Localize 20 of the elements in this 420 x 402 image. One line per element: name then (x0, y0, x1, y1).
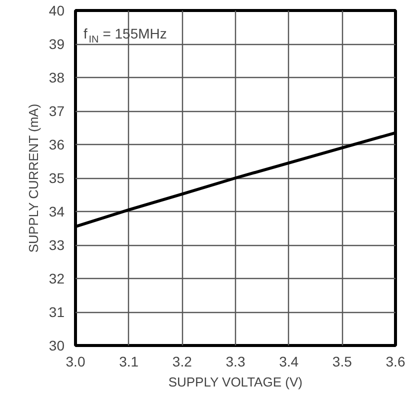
y-tick-label: 37 (48, 103, 65, 119)
y-tick-label: 33 (48, 237, 65, 253)
y-tick-label: 36 (48, 136, 65, 152)
y-tick-label: 34 (48, 204, 65, 220)
x-axis-title: SUPPLY VOLTAGE (V) (168, 374, 302, 390)
y-tick-label: 32 (48, 270, 65, 286)
y-tick-label: 30 (48, 338, 65, 354)
x-tick-label: 3.2 (172, 354, 192, 370)
x-tick-label: 3.1 (119, 354, 139, 370)
y-tick-label: 35 (48, 170, 65, 186)
y-tick-label: 39 (48, 36, 65, 52)
y-tick-label: 40 (48, 2, 65, 18)
x-tick-label: 3.6 (386, 354, 406, 370)
x-tick-label: 3.0 (66, 354, 86, 370)
x-tick-label: 3.3 (226, 354, 246, 370)
y-tick-label: 38 (48, 70, 65, 86)
x-tick-label: 3.4 (279, 354, 299, 370)
x-tick-label: 3.5 (332, 354, 352, 370)
y-axis-title: SUPPLY CURRENT (mA) (26, 104, 41, 253)
y-tick-label: 31 (48, 304, 65, 320)
